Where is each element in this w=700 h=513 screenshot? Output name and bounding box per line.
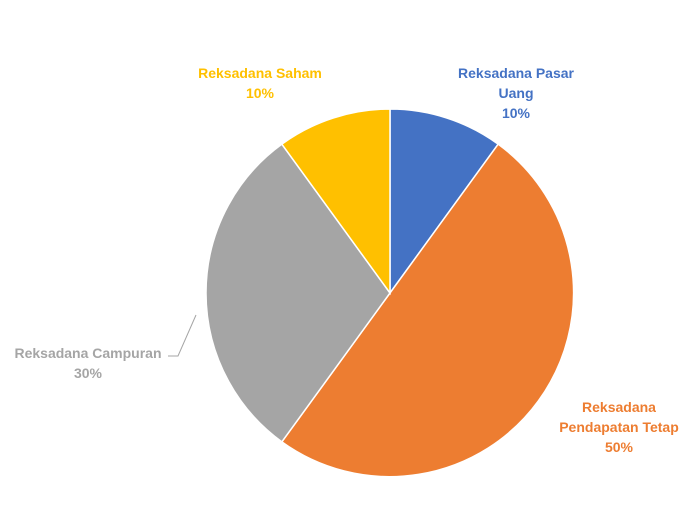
leader-line (168, 314, 197, 357)
pie-labels: Reksadana Pasar Uang 10% Reksadana Pendapata… (14, 65, 678, 455)
pie-slice-1-name-label: Reksadana (582, 399, 656, 415)
pie-slice-0-name-label: Uang (499, 85, 534, 101)
pie-slice-3-percent-label: 10% (246, 85, 275, 101)
pie-slice-2 (205, 143, 391, 443)
pie-slice-2-name-label: Reksadana Campuran (14, 345, 161, 361)
pie-slice-3 (280, 108, 391, 296)
pie-slice-3-name-label: Reksadana Saham (198, 65, 322, 81)
pie-slice-1 (280, 143, 575, 478)
pie-slice-0 (389, 108, 500, 296)
pie-slice-2-percent-label: 30% (74, 365, 103, 381)
pie-slice-1-name-label: Pendapatan Tetap (559, 419, 679, 435)
pie-slices (205, 108, 575, 478)
pie-slice-0-percent-label: 10% (502, 105, 531, 121)
pie-slice-1-percent-label: 50% (605, 439, 634, 455)
pie-slice-0-name-label: Reksadana Pasar (458, 65, 575, 81)
